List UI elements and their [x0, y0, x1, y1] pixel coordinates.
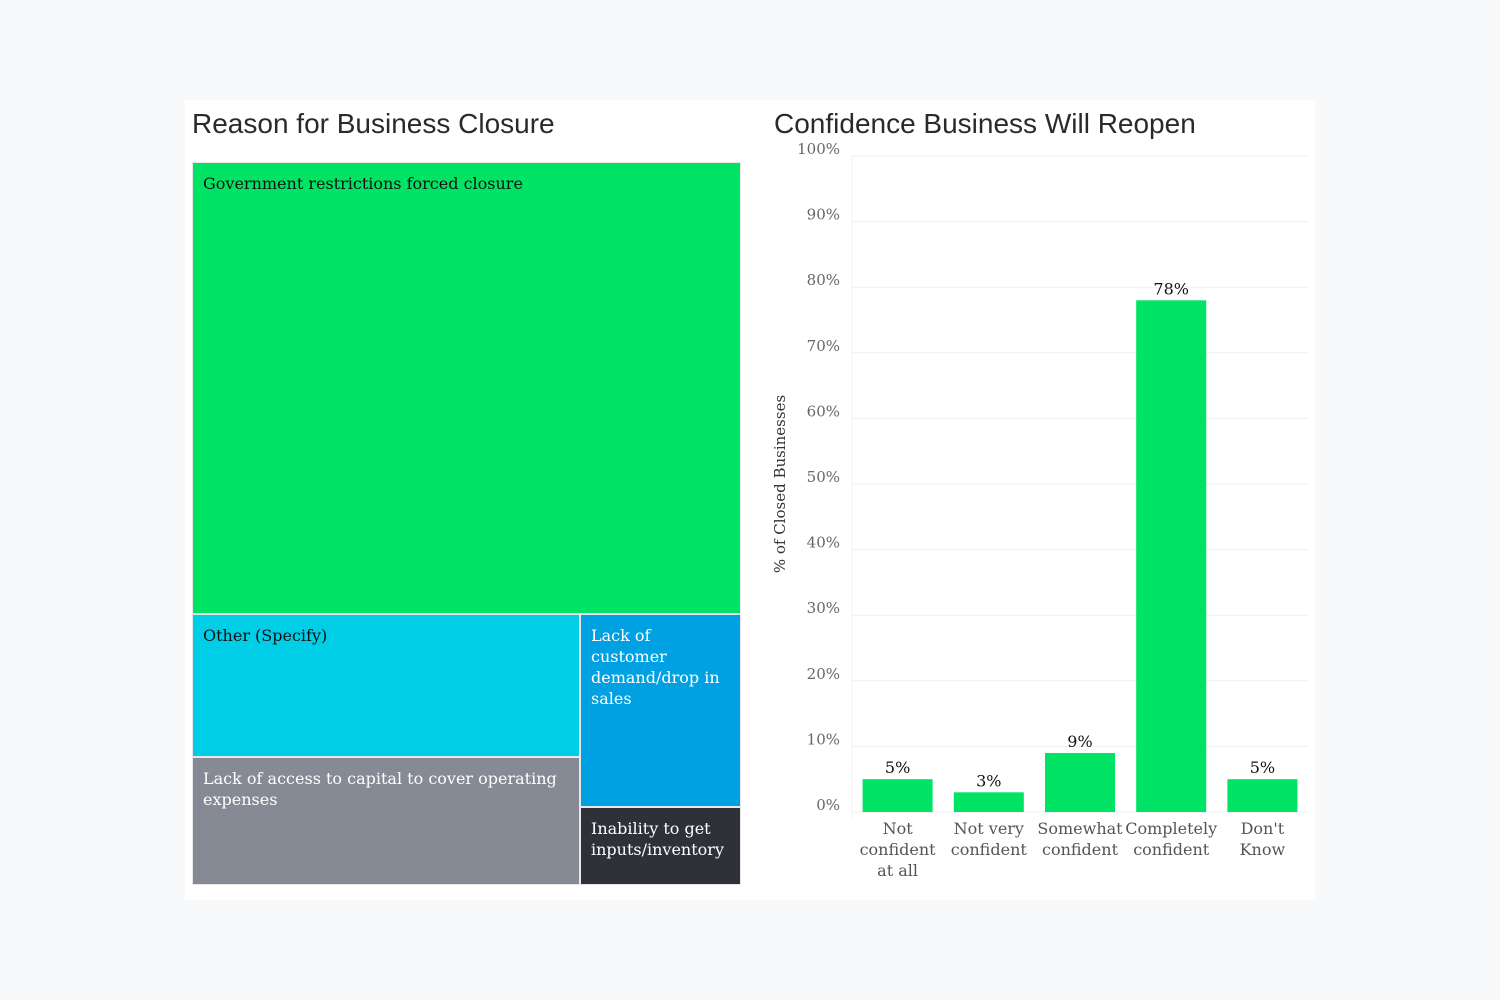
bar-chart-title: Confidence Business Will Reopen: [774, 108, 1196, 139]
treemap-tile[interactable]: Lack of customer demand/drop in sales: [580, 614, 741, 807]
bar[interactable]: [1045, 752, 1115, 812]
x-tick-label: Not: [883, 819, 914, 838]
y-tick-label: 10%: [807, 730, 840, 748]
y-axis-title: % of Closed Businesses: [771, 395, 789, 573]
treemap-title: Reason for Business Closure: [192, 108, 555, 139]
x-tick-label: Not very: [954, 819, 1024, 838]
x-tick-label: Somewhat: [1037, 819, 1123, 838]
bar[interactable]: [862, 779, 933, 812]
x-tick-label: confident: [860, 840, 937, 859]
y-tick-label: 60%: [807, 402, 840, 420]
x-tick-label: Completely: [1125, 819, 1217, 838]
bar[interactable]: [1136, 300, 1207, 812]
tile-label: Lack of access to capital to cover opera…: [203, 769, 557, 809]
x-tick-label: confident: [1133, 840, 1210, 859]
tile-label: Government restrictions forced closure: [203, 174, 523, 193]
bar-chart: 0% 10% 20% 30% 40% 50% 60% 70% 80% 90% 100% 5% Not co…: [771, 140, 1308, 880]
y-tick-label: 80%: [807, 271, 840, 289]
dashboard-card: Reason for Business Closure Confidence B…: [185, 100, 1315, 900]
treemap-tile[interactable]: Other (Specify): [192, 614, 580, 757]
treemap-tile[interactable]: Lack of access to capital to cover opera…: [192, 757, 580, 885]
treemap-tile[interactable]: Inability to get inputs/inventory: [580, 807, 741, 885]
data-label: 5%: [885, 758, 910, 777]
tile-label: Lack of customer demand/drop in sales: [591, 626, 720, 708]
y-tick-label: 30%: [807, 599, 840, 617]
tile-label: Other (Specify): [203, 626, 328, 645]
bar[interactable]: [953, 792, 1024, 812]
y-tick-label: 70%: [807, 337, 840, 355]
x-tick-label: confident: [951, 840, 1028, 859]
treemap-tile[interactable]: Government restrictions forced closure: [192, 162, 741, 614]
data-label: 3%: [976, 771, 1001, 790]
y-tick-label: 50%: [807, 468, 840, 486]
y-tick-label: 100%: [797, 140, 840, 158]
data-label: 9%: [1067, 732, 1092, 751]
data-label: 5%: [1250, 758, 1275, 777]
y-tick-label: 0%: [816, 796, 840, 814]
x-tick-label: Know: [1240, 840, 1286, 859]
x-tick-label: Don't: [1241, 819, 1285, 838]
y-tick-label: 20%: [807, 665, 840, 683]
x-tick-label: confident: [1042, 840, 1119, 859]
bar[interactable]: [1227, 779, 1298, 812]
y-tick-label: 90%: [807, 206, 840, 224]
data-label: 78%: [1153, 279, 1189, 298]
tile-label: Inability to get inputs/inventory: [591, 819, 724, 859]
x-tick-label: at all: [877, 861, 918, 880]
y-tick-label: 40%: [807, 534, 840, 552]
